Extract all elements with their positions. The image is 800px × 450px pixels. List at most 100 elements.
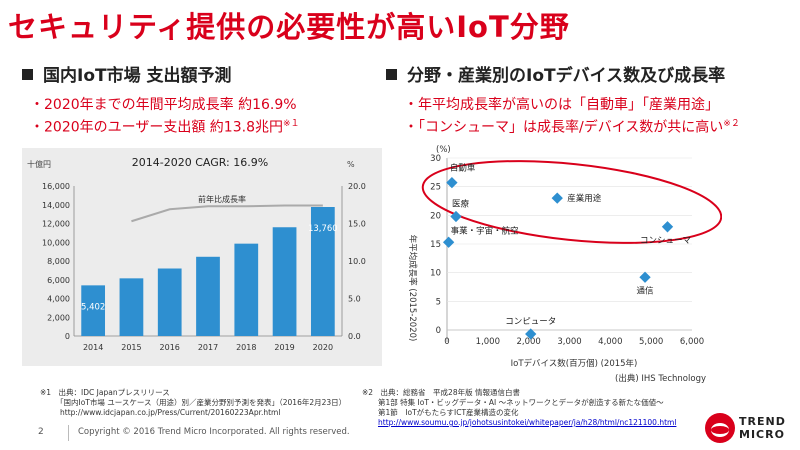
scatter-y-tick-label: 30 xyxy=(430,154,441,164)
scatter-x-tick-label: 2,000 xyxy=(516,337,540,347)
footer-divider xyxy=(68,425,69,441)
scatter-y-tick-label: 20 xyxy=(430,211,441,221)
x-tick-label: 2015 xyxy=(121,343,141,352)
y-axis-unit-left: 十億円 xyxy=(27,159,51,169)
y2-tick-label: 20.0 xyxy=(348,182,366,191)
page-title: セキュリティ提供の必要性が高いIoT分野 xyxy=(8,10,570,44)
bar-data-label: 13,760 xyxy=(308,224,338,234)
scatter-point-産業用途 xyxy=(551,192,563,204)
y-tick-label: 16,000 xyxy=(42,182,70,191)
bar-2016 xyxy=(157,268,182,336)
scatter-source: (出典) IHS Technology xyxy=(615,373,706,384)
scatter-point-label: 通信 xyxy=(637,285,655,296)
market-bar-chart: 2014-2020 CAGR: 16.9% 十億円 % 0 2,000 4,000 6… xyxy=(22,148,382,366)
footnote-2-line-3: 第1節 IoTがもたらすICT産業構造の変化 xyxy=(378,408,519,417)
bar-data-label: 5,402 xyxy=(81,302,105,312)
highlight-ellipse xyxy=(421,160,722,244)
scatter-y-label: 年平均成長率 (2015-2020) xyxy=(407,235,418,342)
scatter-point-label: コンシューマ xyxy=(640,236,691,246)
scatter-point-label: 事業・宇宙・航空 xyxy=(451,225,519,236)
x-tick-label: 2017 xyxy=(198,343,218,352)
right-bullet-2: ・「コンシューマ」は成長率/デバイス数が共に高い※２ xyxy=(404,115,740,138)
scatter-y-tick-label: 5 xyxy=(436,297,441,307)
left-bullet-2-text: ・2020年のユーザー支出額 約13.8兆円 xyxy=(30,119,283,136)
x-tick-label: 2020 xyxy=(313,343,333,352)
scatter-y-tick-label: 25 xyxy=(430,183,441,193)
scatter-point-事業・宇宙・航空 xyxy=(442,236,455,248)
growth-line-label: 前年比成長率 xyxy=(198,194,246,204)
right-heading-text: 分野・産業別のIoTデバイス数及び成長率 xyxy=(407,66,726,86)
x-tick-label: 2014 xyxy=(83,343,103,352)
footnote-1: ※1 出典：IDC Japanプレスリリース 「国内IoT市場 ユースケース（用… xyxy=(40,388,346,418)
x-tick-label: 2019 xyxy=(274,343,294,352)
scatter-x-label: IoTデバイス数(百万個) (2015年) xyxy=(511,358,638,369)
scatter-point-通信 xyxy=(639,271,651,283)
scatter-x-tick-label: 4,000 xyxy=(598,337,622,347)
scatter-x-tick-label: 6,000 xyxy=(680,337,704,347)
footnote-2-link[interactable]: http://www.soumu.go.jp/johotsusintokei/w… xyxy=(378,418,677,427)
right-section-heading: 分野・産業別のIoTデバイス数及び成長率 xyxy=(386,61,725,86)
trend-micro-ball-icon xyxy=(705,413,735,443)
footnote-1-line-1: ※1 出典：IDC Japanプレスリリース xyxy=(40,388,170,397)
scatter-y-tick-label: 0 xyxy=(436,326,441,336)
left-bullet-1: ・2020年までの年間平均成長率 約16.9% xyxy=(30,97,297,113)
bar-2019 xyxy=(272,227,297,336)
y-tick-label: 4,000 xyxy=(47,295,70,304)
footnote-1-line-2: 「国内IoT市場 ユースケース（用途）別／産業分野別予測を発表」（2016年2月… xyxy=(56,398,347,407)
left-bullets: ・2020年までの年間平均成長率 約16.9% ・2020年のユーザー支出額 約… xyxy=(30,96,300,138)
scatter-point-医療 xyxy=(450,210,462,223)
right-bullet-1: ・年平均成長率が高いのは「自動車」「産業用途」 xyxy=(404,97,719,113)
y2-tick-label: 5.0 xyxy=(348,295,361,304)
scatter-point-label: 医療 xyxy=(452,198,470,209)
footnote-2-line-1: ※2 出典：総務省 平成28年版 情報通信白書 xyxy=(362,388,520,397)
right-bullet-2-text: ・「コンシューマ」は成長率/デバイス数が共に高い xyxy=(404,119,724,136)
left-heading-text: 国内IoT市場 支出額予測 xyxy=(43,66,232,86)
scatter-x-tick-label: 1,000 xyxy=(476,337,500,347)
y2-tick-label: 15.0 xyxy=(348,220,366,229)
trend-micro-logo: TREND MICRO xyxy=(705,410,795,446)
page-number: 2 xyxy=(38,427,44,437)
scatter-x-tick-label: 0 xyxy=(444,337,449,347)
logo-line-2: MICRO xyxy=(739,428,785,441)
square-bullet-icon xyxy=(386,69,397,80)
bar-2015 xyxy=(119,278,144,336)
x-tick-label: 2016 xyxy=(160,343,180,352)
footnote-2: ※2 出典：総務省 平成28年版 情報通信白書 第1部 特集 IoT・ビッグデー… xyxy=(362,388,676,428)
scatter-point-コンシューマ xyxy=(661,221,674,233)
y-tick-label: 2,000 xyxy=(47,313,70,322)
scatter-y-unit: (%) xyxy=(436,145,451,155)
y-axis-unit-right: % xyxy=(347,160,355,169)
bar-2014 xyxy=(81,285,106,336)
y2-tick-label: 10.0 xyxy=(348,257,366,266)
scatter-x-tick-label: 3,000 xyxy=(557,337,581,347)
y-tick-label: 8,000 xyxy=(47,257,70,266)
footnote-2-line-2: 第1部 特集 IoT・ビッグデータ・AI ～ネットワークとデータが創造する新たな… xyxy=(378,398,664,407)
left-bullet-2: ・2020年のユーザー支出額 約13.8兆円※１ xyxy=(30,115,300,138)
bar-chart-title: 2014-2020 CAGR: 16.9% xyxy=(132,156,268,169)
left-section-heading: 国内IoT市場 支出額予測 xyxy=(22,61,232,86)
scatter-x-tick-label: 5,000 xyxy=(639,337,663,347)
y2-tick-label: 0.0 xyxy=(348,332,361,341)
footnote-ref-1: ※１ xyxy=(282,119,300,129)
growth-rate-line xyxy=(131,204,323,223)
bar-2017 xyxy=(196,256,220,336)
scatter-y-tick-label: 10 xyxy=(430,269,441,279)
y-tick-label: 0 xyxy=(65,332,70,341)
bar-2020 xyxy=(310,207,335,336)
copyright-text: Copyright © 2016 Trend Micro Incorporate… xyxy=(78,427,350,437)
scatter-point-label: 産業用途 xyxy=(567,193,602,204)
scatter-y-tick-label: 15 xyxy=(430,240,441,250)
footnote-ref-2: ※２ xyxy=(723,119,740,129)
right-bullets: ・年平均成長率が高いのは「自動車」「産業用途」 ・「コンシューマ」は成長率/デバ… xyxy=(404,96,740,138)
bar-2018 xyxy=(234,243,259,336)
y-tick-label: 6,000 xyxy=(47,276,70,285)
x-tick-label: 2018 xyxy=(236,343,256,352)
logo-line-1: TREND xyxy=(739,415,786,428)
footnote-1-line-3: http://www.idcjapan.co.jp/Press/Current/… xyxy=(60,408,281,417)
y-tick-label: 10,000 xyxy=(42,238,70,247)
iot-device-scatter-chart: (%) 年平均成長率 (2015-2020) 0 5 10 15 20 25 30 0 1,0… xyxy=(407,145,722,384)
scatter-point-label: 自動車 xyxy=(450,163,476,174)
y-tick-label: 14,000 xyxy=(42,201,70,210)
y-tick-label: 12,000 xyxy=(42,220,70,229)
scatter-point-label: コンピュータ xyxy=(505,317,556,327)
